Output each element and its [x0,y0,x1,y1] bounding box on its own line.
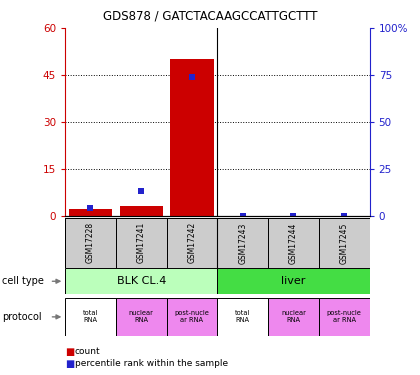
Text: protocol: protocol [2,312,42,322]
Bar [65,298,116,336]
Text: GSM17242: GSM17242 [187,222,197,263]
Bar [116,298,167,336]
Bar [218,268,370,294]
Text: BLK CL.4: BLK CL.4 [116,276,166,286]
Text: post-nucle
ar RNA: post-nucle ar RNA [175,310,210,323]
Point [341,213,348,219]
Bar [65,217,116,268]
Text: GSM17228: GSM17228 [86,222,95,263]
Bar [319,298,370,336]
Text: cell type: cell type [2,276,44,286]
Text: ■: ■ [65,359,74,369]
Bar [268,217,319,268]
Bar [69,209,112,216]
Text: liver: liver [281,276,306,286]
Point [239,213,246,219]
Text: percentile rank within the sample: percentile rank within the sample [75,359,228,368]
Text: nuclear
RNA: nuclear RNA [281,310,306,323]
Bar [319,217,370,268]
Bar [171,59,213,216]
Text: GSM17245: GSM17245 [340,222,349,264]
Text: count: count [75,347,100,356]
Text: post-nucle
ar RNA: post-nucle ar RNA [327,310,362,323]
Point [87,205,94,211]
Bar [218,298,268,336]
Text: GDS878 / GATCTACAAGCCATTGCTTT: GDS878 / GATCTACAAGCCATTGCTTT [103,9,317,22]
Bar [167,217,218,268]
Text: GSM17243: GSM17243 [238,222,247,264]
Point [290,213,297,219]
Text: GSM17244: GSM17244 [289,222,298,264]
Text: total
RNA: total RNA [235,310,250,323]
Point [138,188,144,194]
Text: GSM17241: GSM17241 [137,222,146,263]
Point [189,74,195,80]
Bar [116,217,167,268]
Bar [167,298,218,336]
Text: total
RNA: total RNA [83,310,98,323]
Bar [65,268,218,294]
Text: ■: ■ [65,347,74,357]
Bar [120,206,163,216]
Text: nuclear
RNA: nuclear RNA [129,310,154,323]
Bar [268,298,319,336]
Bar [218,217,268,268]
